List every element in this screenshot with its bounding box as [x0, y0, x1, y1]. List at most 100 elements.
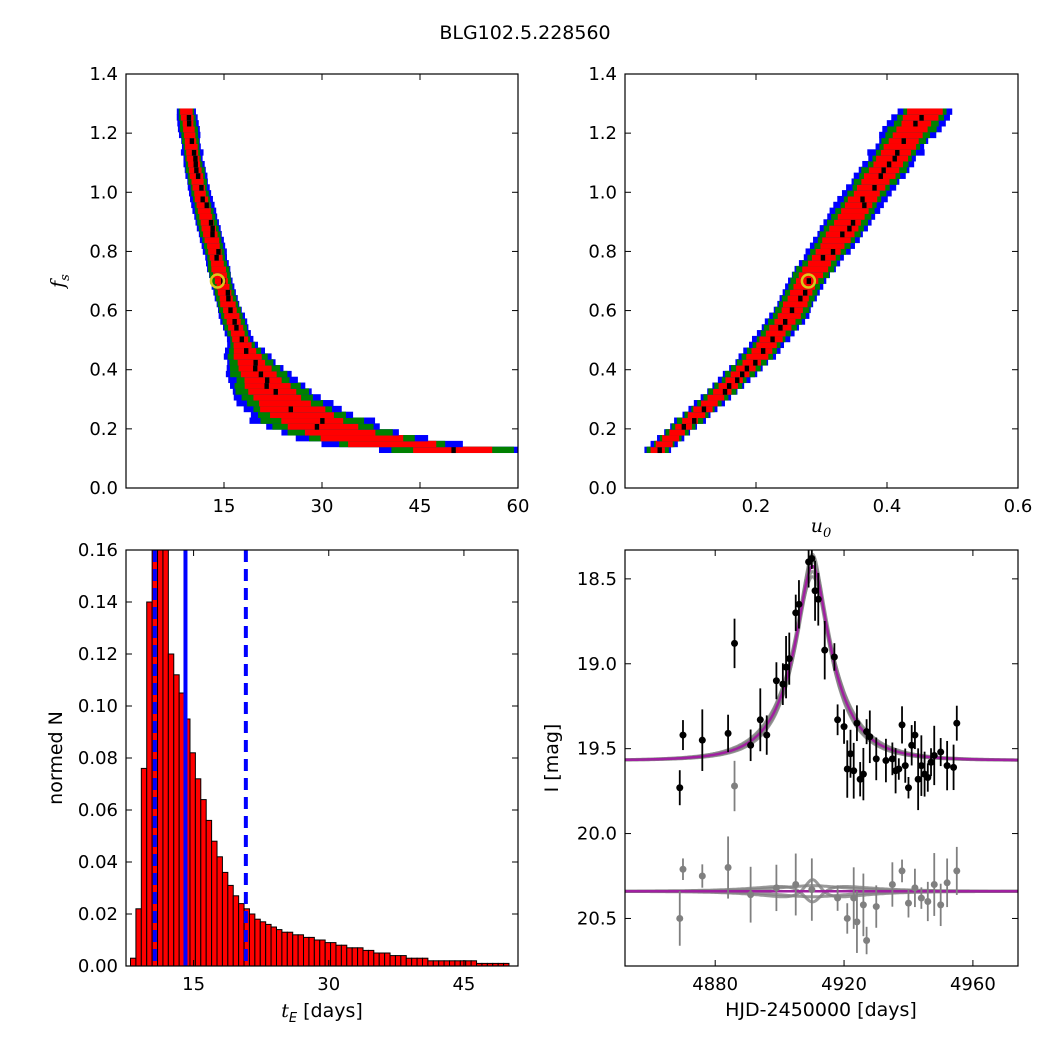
x-tick-label: 30 [311, 496, 334, 517]
best-fit-cell [186, 114, 192, 121]
heatmap-band [655, 440, 673, 448]
heatmap-band [224, 312, 240, 319]
best-fit-cell [840, 230, 845, 238]
data-point [811, 587, 819, 595]
histogram-bar [275, 929, 283, 966]
histogram-bar [459, 960, 467, 966]
best-fit-cell [735, 376, 740, 384]
y-tick-label: 0.2 [588, 419, 617, 440]
histogram-bar [389, 955, 396, 966]
data-point [846, 750, 854, 758]
histogram-bar [351, 947, 359, 966]
heatmap-band [682, 417, 698, 424]
residual-point [911, 884, 919, 892]
data-point [953, 719, 961, 727]
heatmap-band [191, 178, 204, 185]
heatmap-band [837, 213, 865, 220]
histogram-bars [130, 550, 510, 966]
best-fit-cell [770, 335, 775, 343]
heatmap-cells [644, 108, 953, 454]
heatmap-band [304, 429, 376, 436]
histogram-bar [173, 674, 180, 966]
data-point [731, 639, 739, 647]
histogram-bar [330, 942, 337, 966]
histogram-bar [281, 931, 288, 966]
histogram-bar [227, 884, 234, 966]
best-fit-cell [225, 289, 231, 296]
heatmap-band [765, 330, 786, 337]
data-point [866, 733, 874, 741]
histogram-bar [254, 918, 261, 966]
data-point [830, 653, 838, 661]
best-fit-cell [186, 120, 192, 127]
x-tick-label: 15 [213, 496, 236, 517]
residual-point [898, 867, 906, 875]
x-tick-label: 45 [452, 974, 475, 995]
histogram-bar [130, 957, 137, 966]
residual-point [676, 914, 684, 922]
heatmap-band [270, 411, 334, 419]
light-curve-panel: 4880 4920 4960 18.5 19.0 19.5 20.0 20.5 I [mag] H… [541, 549, 1019, 1021]
y-tick-label: 1.2 [89, 123, 118, 144]
x-axis-label: u0 [811, 515, 832, 541]
best-fit-cell [901, 137, 906, 144]
heatmap-band [822, 236, 851, 244]
histogram-bar [308, 936, 315, 966]
data-point [859, 770, 867, 778]
best-fit-cell [744, 365, 750, 372]
best-fit-cell [878, 172, 883, 179]
x-tick-label: 4920 [821, 974, 867, 995]
y-tick-label: 0.10 [78, 696, 118, 717]
x-tick-label: 15 [182, 974, 205, 995]
y-tick-label: 0.16 [78, 540, 118, 561]
data-point [937, 748, 945, 756]
x-tick-label: 60 [507, 496, 530, 517]
heatmap-band [248, 388, 297, 395]
histogram-bar [189, 752, 196, 966]
histogram-bar [438, 960, 445, 966]
residual-point [853, 918, 861, 926]
best-fit-cell [913, 120, 918, 127]
histogram-bar [384, 952, 391, 966]
histogram-bar [367, 949, 375, 966]
y-tick-label: 0.6 [89, 301, 118, 322]
x-tick-label: 0.4 [873, 496, 902, 517]
residual-point [863, 937, 871, 945]
histogram-bar [465, 960, 472, 966]
y-tick-label: 0.14 [78, 592, 118, 613]
histogram-bar [362, 949, 369, 966]
heatmap-band [808, 260, 832, 267]
data-point [821, 646, 829, 654]
data-point [772, 677, 780, 685]
best-fit-cell [210, 225, 215, 232]
best-fit-marker [800, 273, 817, 289]
y-tick-label: 0.6 [588, 301, 617, 322]
histogram-bar [259, 921, 267, 966]
heatmap-band [892, 131, 923, 139]
heatmap-band [669, 429, 685, 436]
residual-point [859, 901, 867, 909]
best-fit-cell [264, 376, 270, 384]
heatmap-band [281, 417, 344, 424]
x-tick-label: 0.6 [1004, 496, 1033, 517]
heatmap-band [217, 289, 232, 296]
best-fit-cell [194, 166, 199, 174]
data-point [843, 765, 851, 773]
histogram-bar [394, 955, 402, 966]
best-fit-cell [892, 155, 897, 162]
histogram-bar [335, 944, 342, 966]
histogram-bar [205, 819, 213, 966]
heatmap-band [662, 435, 680, 442]
y-tick-label: 0.00 [78, 956, 118, 977]
residual-point [747, 891, 755, 899]
best-fit-cell [886, 160, 892, 168]
y-tick-label: 1.4 [588, 64, 617, 85]
heatmap-band [790, 289, 813, 296]
heatmap-band [201, 225, 216, 232]
best-fit-cell [451, 446, 456, 454]
residual-point [679, 865, 687, 873]
data-point [792, 609, 800, 617]
histogram-bar [162, 550, 169, 966]
light-curve-content [625, 550, 1018, 955]
heatmap-band [841, 207, 869, 214]
